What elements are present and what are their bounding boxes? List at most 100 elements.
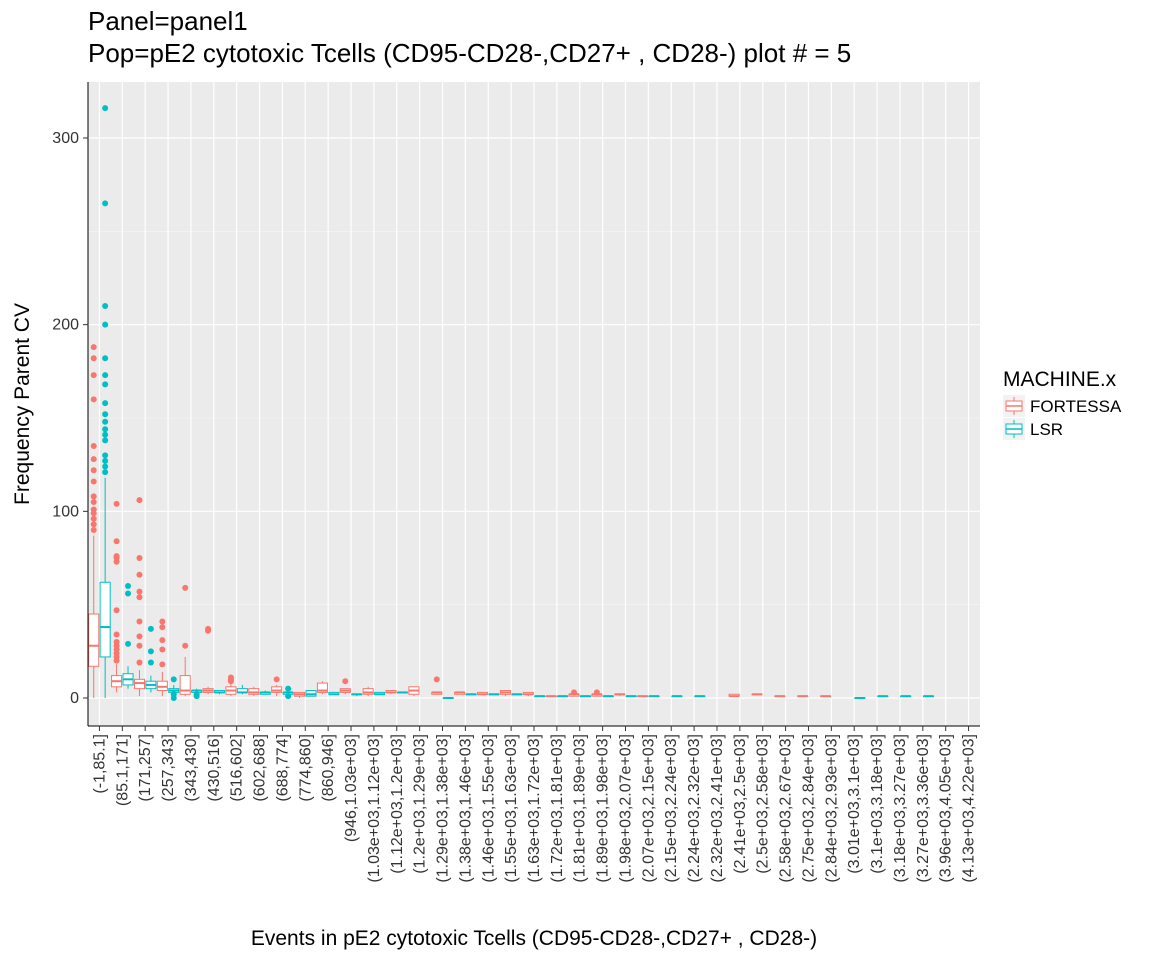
box-fortessa bbox=[568, 689, 580, 697]
outlier-point bbox=[159, 637, 166, 644]
x-tick-label: (3.96e+03,4.05e+03] bbox=[938, 734, 955, 883]
outlier-point bbox=[90, 527, 97, 533]
box-fortessa bbox=[820, 695, 832, 698]
outlier-point bbox=[102, 463, 109, 470]
y-axis-title: Frequency Parent CV bbox=[11, 303, 34, 505]
box-fortessa bbox=[774, 695, 786, 698]
outlier-point bbox=[125, 583, 132, 589]
outlier-point bbox=[102, 381, 109, 388]
x-tick-labels: (-1,85.1] (85.1,171] (171,257] (257,343] (34… bbox=[91, 726, 978, 883]
y-tick-label: 200 bbox=[52, 317, 79, 334]
box-fortessa bbox=[545, 695, 557, 698]
outlier-point bbox=[147, 648, 154, 655]
outlier-point bbox=[182, 642, 189, 649]
box-lsr bbox=[854, 697, 866, 699]
box-lsr bbox=[671, 695, 683, 698]
box-lsr bbox=[396, 691, 409, 694]
outlier-point bbox=[90, 396, 97, 403]
outlier-point bbox=[147, 625, 154, 632]
x-tick-label: (2.32e+03,2.41e+03] bbox=[709, 734, 726, 883]
box-fortessa bbox=[728, 693, 740, 698]
legend-item-fortessa: FORTESSA bbox=[1003, 395, 1122, 417]
outlier-point bbox=[113, 538, 120, 545]
outlier-point bbox=[136, 618, 143, 625]
box-iqr bbox=[316, 682, 328, 693]
box-fortessa bbox=[133, 497, 145, 697]
outlier-point bbox=[102, 200, 109, 207]
outlier-point bbox=[102, 452, 109, 459]
box-lsr bbox=[923, 695, 935, 698]
outlier-point bbox=[90, 521, 97, 528]
outlier-point bbox=[102, 426, 109, 433]
box-fortessa bbox=[454, 691, 466, 695]
box-lsr bbox=[625, 695, 637, 698]
legend-label: FORTESSA bbox=[1030, 397, 1122, 416]
box-lsr bbox=[259, 690, 271, 695]
x-tick-label: (343,430] bbox=[183, 734, 200, 802]
x-tick-label: (1.2e+03,1.29e+03] bbox=[412, 734, 429, 874]
outlier-point bbox=[136, 555, 143, 561]
box-fortessa bbox=[614, 693, 626, 697]
outlier-point bbox=[136, 571, 143, 578]
outlier-point bbox=[125, 640, 132, 647]
outlier-point bbox=[136, 642, 143, 649]
x-tick-label: (257,343] bbox=[160, 734, 177, 802]
box-layer bbox=[88, 105, 935, 701]
outlier-point bbox=[113, 631, 120, 638]
box-lsr bbox=[465, 693, 477, 696]
outlier-point bbox=[102, 355, 109, 362]
outlier-point bbox=[159, 618, 166, 625]
outlier-point bbox=[193, 691, 200, 698]
box-fortessa bbox=[339, 678, 351, 695]
outlier-point bbox=[113, 553, 120, 560]
x-tick-label: (430,516] bbox=[206, 734, 223, 802]
box-fortessa bbox=[522, 691, 534, 697]
outlier-point bbox=[136, 659, 143, 666]
box-fortessa bbox=[111, 500, 123, 693]
outlier-point bbox=[433, 676, 440, 683]
x-tick-label: (1.81e+03,1.89e+03] bbox=[572, 734, 589, 883]
x-tick-label: (1.46e+03,1.55e+03] bbox=[480, 734, 497, 883]
x-tick-label: (1.89e+03,1.98e+03] bbox=[595, 734, 612, 883]
x-tick-label: (2.5e+03,2.58e+03] bbox=[755, 734, 772, 874]
x-tick-label: (1.38e+03,1.46e+03] bbox=[457, 734, 474, 883]
box-lsr bbox=[236, 684, 248, 695]
box-lsr bbox=[374, 691, 386, 696]
box-lsr bbox=[191, 688, 203, 700]
outlier-point bbox=[90, 506, 97, 513]
box-lsr bbox=[328, 691, 340, 696]
box-fortessa bbox=[202, 625, 214, 695]
box-lsr bbox=[282, 685, 294, 700]
box-fortessa bbox=[385, 690, 397, 695]
box-lsr bbox=[168, 676, 180, 701]
box-lsr bbox=[488, 693, 500, 696]
y-tick-labels: 0 100 200 300 bbox=[52, 130, 88, 707]
box-lsr bbox=[648, 695, 660, 698]
box-lsr bbox=[213, 690, 226, 695]
box-lsr bbox=[511, 693, 523, 696]
box-lsr bbox=[602, 695, 614, 698]
outlier-point bbox=[102, 303, 109, 309]
legend: MACHINE.x FORTESSA LSR bbox=[1003, 368, 1122, 440]
outlier-point bbox=[593, 689, 600, 696]
outlier-point bbox=[285, 685, 292, 692]
legend-label: LSR bbox=[1030, 420, 1063, 439]
x-tick-label: (1.98e+03,2.07e+03] bbox=[617, 734, 634, 883]
outlier-point bbox=[571, 689, 578, 696]
box-lsr bbox=[351, 693, 363, 697]
x-tick-label: (3.01e+03,3.1e+03] bbox=[846, 734, 863, 874]
outlier-point bbox=[136, 588, 143, 595]
x-tick-label: (860,946] bbox=[320, 734, 337, 802]
x-tick-label: (2.24e+03,2.32e+03] bbox=[686, 734, 703, 883]
box-fortessa bbox=[797, 695, 809, 698]
x-tick-label: (602,688] bbox=[252, 734, 269, 802]
box-lsr bbox=[877, 695, 889, 698]
box-fortessa bbox=[248, 686, 260, 697]
outlier-point bbox=[102, 469, 109, 476]
outlier-point bbox=[102, 400, 109, 407]
outlier-point bbox=[136, 594, 143, 601]
x-tick-label: (2.75e+03,2.84e+03] bbox=[800, 734, 817, 883]
outlier-point bbox=[227, 674, 234, 681]
outlier-point bbox=[285, 693, 292, 700]
box-lsr bbox=[694, 695, 706, 698]
